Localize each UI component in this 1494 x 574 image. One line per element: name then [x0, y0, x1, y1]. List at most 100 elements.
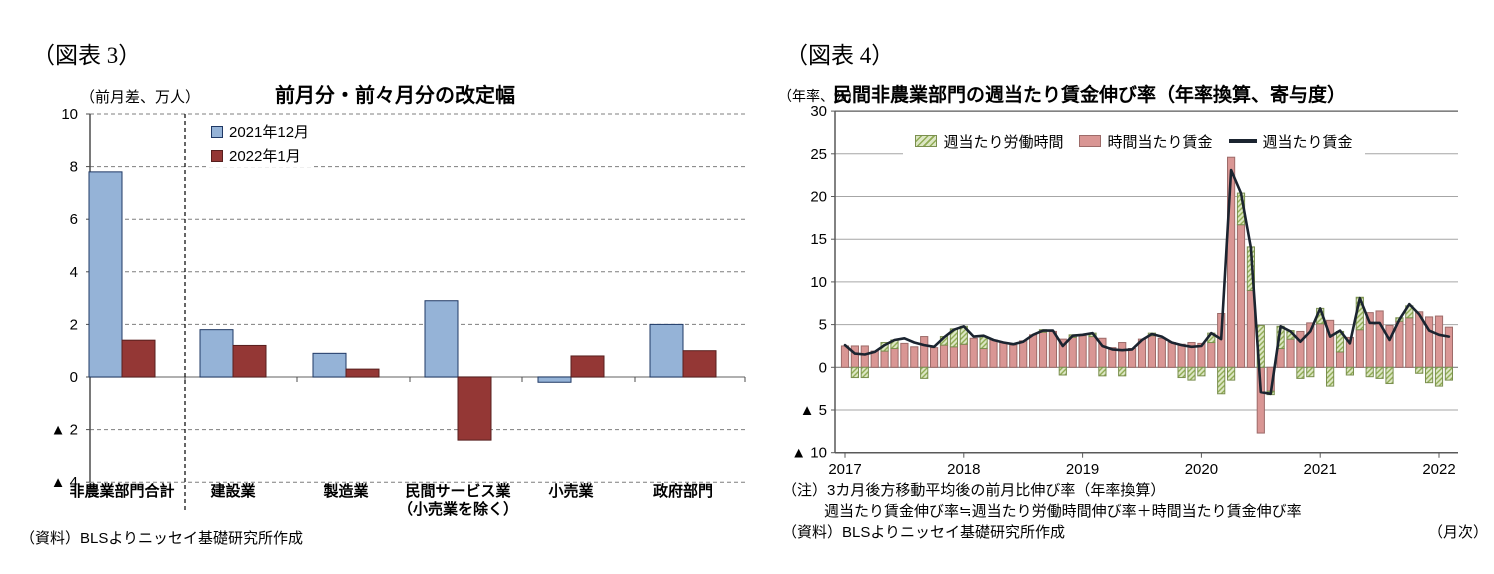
bar-wage-5 [880, 350, 889, 368]
bar-hours-50 [1326, 366, 1335, 387]
category-label: 小売業 [548, 482, 594, 500]
legend-swatch-red-icon [211, 149, 223, 162]
x-year-label: 2020 [1185, 461, 1218, 478]
figure4-legend: 週当たり労働時間 時間当たり賃金 週当たり賃金 [903, 126, 1365, 156]
bar-hours-15 [979, 336, 988, 350]
bar-hours-37 [1197, 366, 1206, 377]
category-label: 政府部門 [653, 482, 713, 500]
y-tick-label: 8 [70, 159, 78, 176]
figure4-legend-label-total: 週当たり賃金 [1262, 133, 1353, 151]
figure4-note-1: （注）3カ月後方移動平均後の前月比伸び率（年率換算） [782, 482, 1166, 499]
bar-wage-12 [949, 346, 959, 368]
category-label: 製造業 [322, 482, 369, 500]
figure4-note-2: 週当たり賃金伸び率≒週当たり労働時間伸び率＋時間当たり賃金伸び率 [824, 503, 1302, 520]
bar-wage-61 [1434, 315, 1444, 368]
bar-wage-8 [910, 346, 919, 368]
bar-hours-39 [1217, 366, 1226, 395]
bar-series2-cat5 [570, 355, 605, 378]
x-year-label: 2022 [1422, 461, 1455, 478]
bar-wage-58 [1405, 317, 1414, 368]
x-year-label: 2019 [1066, 461, 1099, 478]
bar-wage-3 [860, 345, 869, 368]
figure3-legend-label-1: 2021年12月 [229, 124, 310, 141]
bar-wage-21 [1038, 331, 1048, 368]
bar-series1-cat4 [424, 300, 459, 378]
bar-series2-cat2 [232, 344, 267, 378]
figure4-legend-label-wage: 時間当たり賃金 [1107, 133, 1213, 151]
y-tick-label: 5 [819, 317, 827, 334]
bar-wage-7 [900, 342, 909, 368]
bar-wage-15 [979, 348, 988, 368]
y-tick-label: 15 [810, 231, 827, 248]
bar-wage-28 [1108, 347, 1117, 368]
bar-wage-62 [1444, 326, 1453, 368]
bar-hours-2 [850, 366, 860, 379]
bar-hours-61 [1434, 366, 1444, 387]
bar-wage-20 [1029, 334, 1038, 368]
bar-wage-18 [1009, 344, 1018, 368]
bar-wage-10 [930, 347, 939, 368]
figure4-title: 民間非農業部門の週当たり賃金伸び率（年率換算、寄与度） [833, 85, 1347, 106]
bar-series2-cat6 [682, 350, 717, 378]
figure4-plot: ▲ 10 ▲ 5 0 5 10 15 20 25 30 2017 2018 2019 2020 2021 2… [791, 103, 1458, 478]
bar-wage-57 [1395, 320, 1404, 368]
bar-hours-59 [1415, 366, 1424, 374]
bar-hours-47 [1296, 366, 1305, 379]
bar-wage-25 [1078, 335, 1087, 368]
y-tick-label: 6 [70, 211, 78, 228]
bar-hours-55 [1375, 366, 1384, 379]
bar-series1-cat2 [199, 329, 234, 378]
bar-hours-29 [1118, 366, 1127, 377]
figure4-legend-item-hours: 週当たり労働時間 [915, 131, 1063, 152]
category-label: 建設業 [210, 482, 256, 500]
bar-series1-cat6 [649, 323, 684, 378]
bar-hours-40 [1227, 366, 1236, 381]
bar-wage-17 [999, 342, 1008, 368]
legend-swatch-pink-icon [1079, 135, 1102, 147]
bar-wage-2 [850, 345, 860, 368]
legend-swatch-line-icon [1228, 139, 1257, 143]
y-tick-label: 0 [70, 369, 78, 386]
y-tick-label: 10 [810, 274, 827, 291]
figure3-plot: ▲ 4 ▲ 2 0 2 4 6 8 10 非農業部門合計 建設業 製造業 民間サービス業（小売業を除く… [51, 106, 746, 518]
bar-wage-24 [1068, 336, 1077, 368]
legend-swatch-blue-icon [211, 125, 223, 138]
category-label: （小売業を除く） [398, 500, 518, 518]
bar-wage-47 [1296, 330, 1305, 368]
figure4-unit-label: （年率、%） [778, 88, 861, 104]
y-tick-label: 10 [61, 106, 78, 123]
bar-wage-30 [1128, 348, 1137, 368]
bar-wage-32 [1147, 335, 1156, 368]
category-label: 非農業部門合計 [69, 482, 174, 500]
bar-hours-54 [1365, 366, 1374, 378]
bar-hours-9 [920, 366, 929, 379]
bar-hours-23 [1058, 366, 1067, 376]
bar-hours-35 [1177, 366, 1186, 379]
y-tick-label: 4 [70, 264, 78, 281]
bar-wage-26 [1088, 336, 1097, 368]
figure4-legend-item-total: 週当たり賃金 [1228, 131, 1353, 152]
legend-swatch-hatched-green-icon [915, 135, 938, 147]
y-tick-label: 30 [810, 103, 827, 120]
figure3-legend-item-1: 2021年12月 [211, 121, 309, 142]
figure3-label: （図表 3） [32, 43, 142, 68]
figure4-source: （資料）BLSよりニッセイ基礎研究所作成 [782, 524, 1066, 541]
bar-series2-cat4 [457, 376, 492, 441]
figure3-unit-label: （前月差、万人） [80, 89, 201, 106]
bar-hours-36 [1187, 366, 1196, 381]
y-tick-label: ▲ 2 [51, 422, 78, 439]
y-tick-label: 20 [810, 189, 827, 206]
bar-series1-cat1 [88, 171, 123, 378]
category-label: 民間サービス業 [405, 482, 511, 500]
bar-wage-9 [920, 336, 929, 368]
bar-hours-27 [1098, 366, 1107, 377]
bar-hours-48 [1306, 366, 1315, 378]
bar-wage-16 [989, 339, 998, 368]
bar-wage-13 [959, 343, 968, 368]
bar-wage-56 [1385, 324, 1394, 368]
y-tick-label: ▲ 4 [51, 474, 78, 491]
figure4-frequency-note: （月次） [1427, 524, 1488, 541]
y-tick-label: ▲ 10 [791, 445, 827, 462]
x-year-label: 2021 [1304, 461, 1337, 478]
